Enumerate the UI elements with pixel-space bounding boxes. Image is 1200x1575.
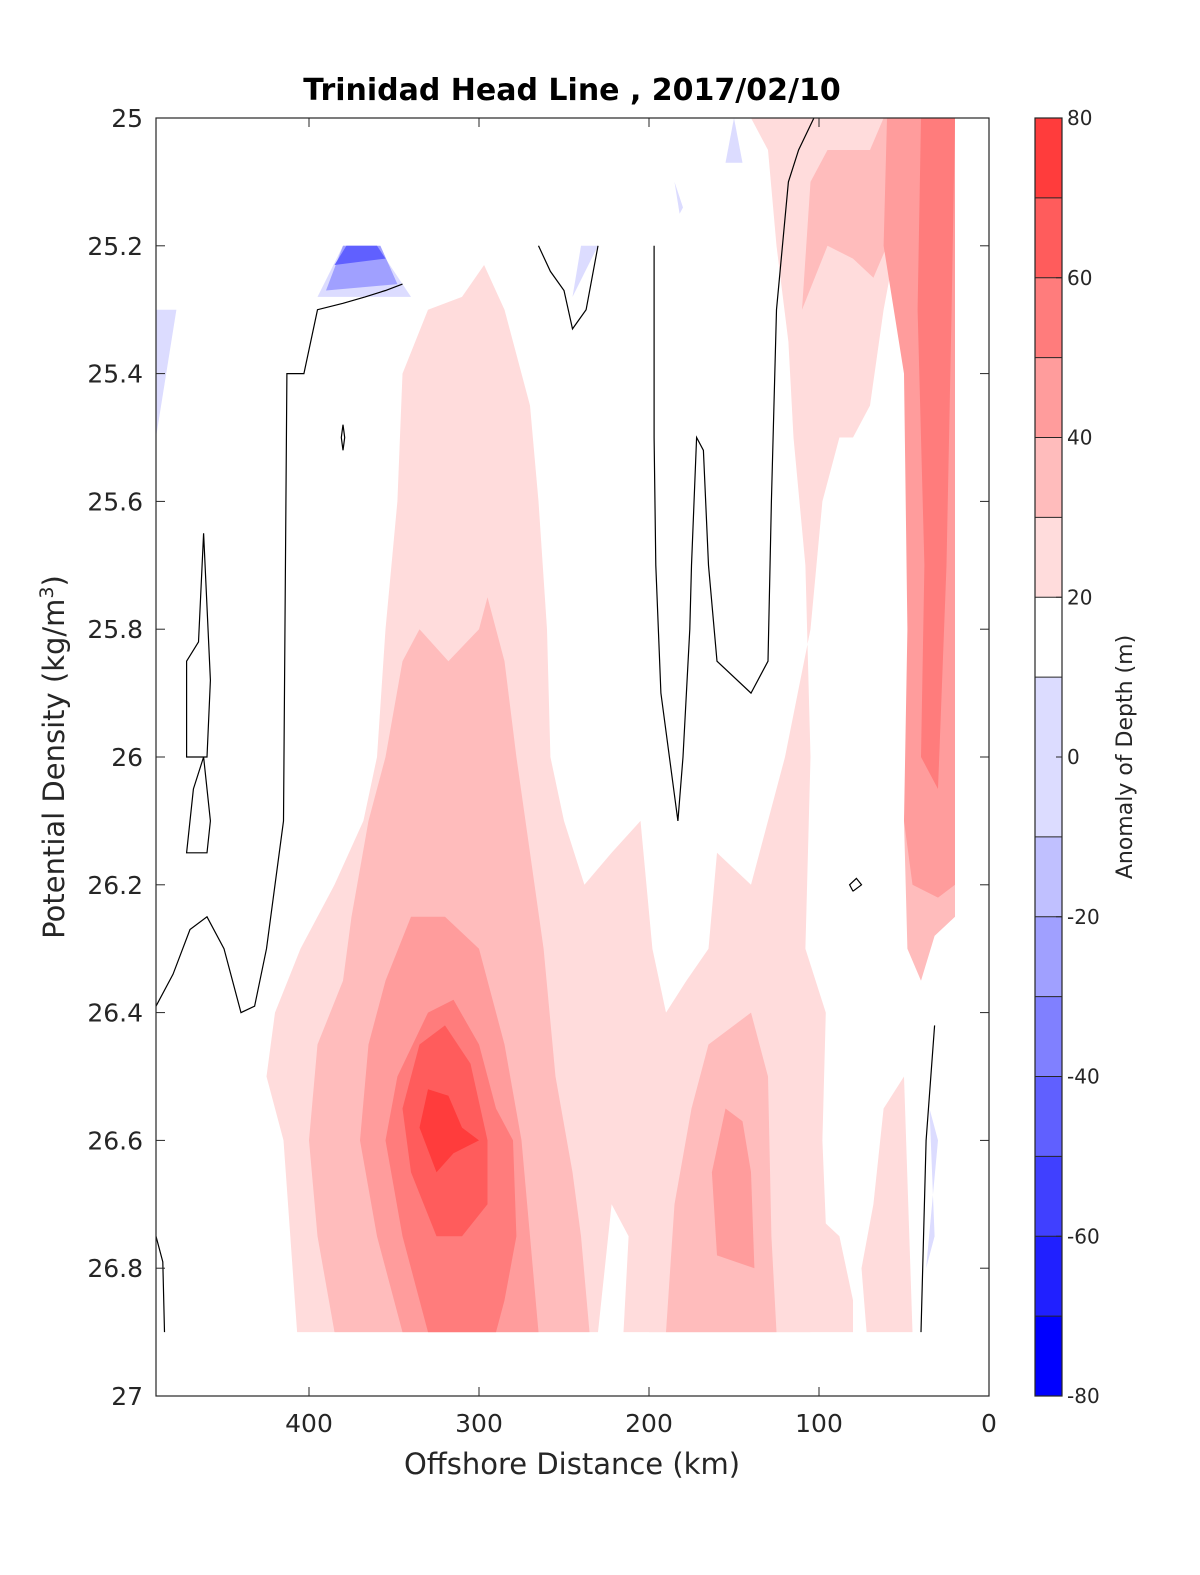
contour-fill-16	[674, 181, 683, 214]
colorbar-label: Anomaly of Depth (m)	[1113, 635, 1138, 879]
zero-contour-line-1	[537, 245, 599, 331]
zero-contour-line-6	[848, 877, 863, 892]
y-tick-label-5: 26	[111, 743, 143, 772]
colorbar-tick-label-0: -80	[1067, 1384, 1100, 1408]
colorbar-band-5	[1035, 916, 1062, 997]
y-tick-label-2: 25.4	[87, 360, 143, 389]
y-tick-label-4: 25.8	[87, 615, 143, 644]
x-axis-ticks: 400 300 200 100 0	[285, 118, 997, 1438]
colorbar-band-14	[1035, 118, 1062, 198]
x-tick-label-0: 400	[285, 1409, 333, 1438]
y-axis-label: Potential Density (kg/m3)	[36, 575, 71, 939]
y-tick-label-3: 25.6	[87, 487, 143, 516]
zero-contour-line-3	[186, 533, 212, 758]
x-tick-label-3: 100	[795, 1409, 843, 1438]
zero-contour-line-0	[156, 283, 403, 1014]
colorbar: -80 -60 -40 -20 0 20 40 60 80	[1034, 106, 1100, 1408]
contour-fill-11	[419, 1089, 479, 1173]
y-tick-label-6: 26.2	[87, 871, 143, 900]
contour-fill-12	[156, 309, 177, 438]
colorbar-band-10	[1035, 437, 1062, 518]
colorbar-band-6	[1035, 836, 1062, 917]
zero-contour-line-2	[653, 118, 815, 821]
contour-fill-14	[572, 245, 598, 297]
colorbar-tick-label-3: -20	[1067, 905, 1100, 929]
colorbar-band-13	[1035, 197, 1062, 278]
colorbar-band-3	[1035, 1076, 1062, 1157]
colorbar-tick-label-4: 0	[1067, 745, 1080, 769]
colorbar-band-12	[1035, 277, 1062, 358]
y-tick-label-0: 25	[111, 104, 143, 133]
colorbar-tick-label-2: -40	[1067, 1065, 1100, 1089]
y-tick-label-1: 25.2	[87, 232, 143, 261]
y-tick-label-8: 26.6	[87, 1126, 143, 1155]
colorbar-band-1	[1035, 1236, 1062, 1317]
colorbar-band-4	[1035, 996, 1062, 1077]
colorbar-tick-label-5: 20	[1067, 585, 1092, 609]
x-tick-label-1: 300	[455, 1409, 503, 1438]
contour-fill-19	[334, 245, 386, 265]
colorbar-tick-label-1: -60	[1067, 1224, 1100, 1248]
colorbar-band-11	[1035, 357, 1062, 438]
colorbar-tick-label-7: 60	[1067, 266, 1092, 290]
colorbar-tick-label-8: 80	[1067, 106, 1092, 130]
colorbar-band-9	[1035, 517, 1062, 598]
colorbar-band-8	[1035, 597, 1062, 678]
contour-fill-17	[926, 1108, 938, 1269]
contour-fill-15	[725, 118, 743, 163]
y-tick-label-10: 27	[111, 1382, 143, 1411]
contour-fill-6	[711, 1108, 755, 1269]
contour-lines	[156, 118, 936, 1333]
x-tick-label-2: 200	[625, 1409, 673, 1438]
zero-contour-line-4	[185, 756, 212, 854]
zero-contour-line-8	[920, 1025, 936, 1333]
colorbar-band-2	[1035, 1156, 1062, 1237]
y-tick-label-7: 26.4	[87, 999, 143, 1028]
zero-contour-line-7	[156, 1236, 166, 1333]
colorbar-band-0	[1035, 1316, 1062, 1396]
colorbar-tick-label-6: 40	[1067, 426, 1092, 450]
y-axis-ticks: 25 25.2 25.4 25.6 25.8 26 26.2 26.4 26.6 26.8 27	[87, 104, 989, 1411]
x-axis-label: Offshore Distance (km)	[404, 1447, 740, 1481]
y-tick-label-9: 26.8	[87, 1254, 143, 1283]
x-tick-label-4: 0	[981, 1409, 997, 1438]
chart-title: Trinidad Head Line , 2017/02/10	[303, 73, 840, 108]
filled-contours	[156, 118, 955, 1333]
contour-fill-9	[917, 118, 955, 789]
zero-contour-line-5	[340, 424, 346, 451]
